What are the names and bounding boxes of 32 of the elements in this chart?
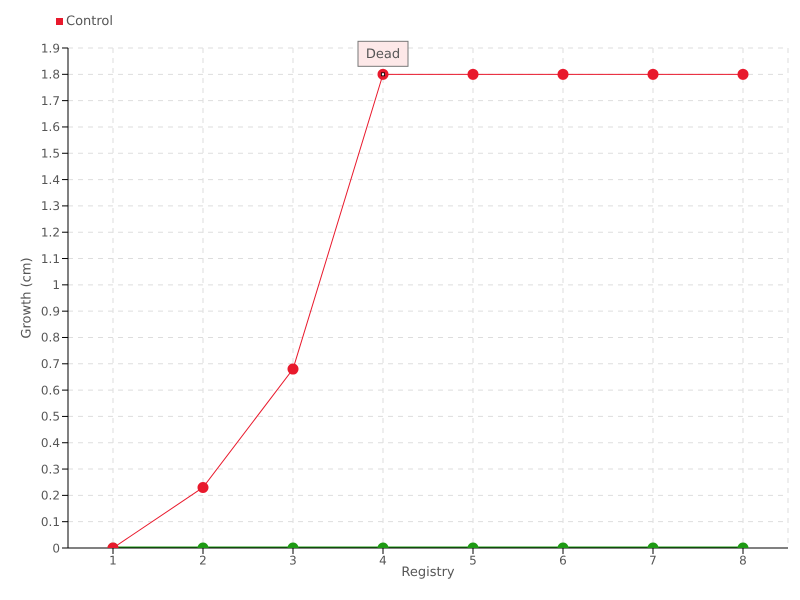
y-tick-label: 0.8 <box>40 330 60 345</box>
y-tick-label: 1.6 <box>40 120 60 134</box>
y-tick-label: 0.3 <box>40 462 60 476</box>
annotation: Dead <box>366 46 400 62</box>
y-tick-label: 0.1 <box>40 514 60 529</box>
x-tick-label: 3 <box>289 554 297 568</box>
x-tick-label: 2 <box>199 554 207 568</box>
x-tick-label: 1 <box>109 554 117 568</box>
y-tick-label: 1.2 <box>40 225 60 240</box>
y-tick-label: 0.9 <box>40 304 60 318</box>
y-tick-label: 0.6 <box>40 383 60 398</box>
y-tick-label: 1.8 <box>40 68 60 82</box>
y-axis-title: Growth (cm) <box>20 257 35 339</box>
y-tick-label: 0.2 <box>40 488 60 503</box>
y-tick-label: 1 <box>52 278 60 292</box>
x-tick-label: 4 <box>379 554 387 568</box>
x-axis-title: Registry <box>401 565 455 580</box>
x-tick-label: 8 <box>739 554 747 568</box>
y-tick-label: 1.1 <box>40 252 60 266</box>
y-tick-label: 1.7 <box>40 94 60 108</box>
y-tick-label: 1.3 <box>40 199 60 214</box>
y-tick-label: 0.4 <box>40 436 60 450</box>
y-tick-label: 0 <box>52 541 60 556</box>
y-tick-label: 0.7 <box>40 357 60 372</box>
legend-label: Control <box>65 14 113 29</box>
y-tick-label: 0.5 <box>40 410 60 424</box>
x-tick-label: 5 <box>469 554 477 568</box>
x-tick-label: 6 <box>559 554 567 568</box>
y-tick-label: 1.9 <box>40 41 60 56</box>
x-tick-label: 7 <box>649 554 657 568</box>
y-tick-label: 1.4 <box>40 172 60 187</box>
y-tick-label: 1.5 <box>40 146 60 161</box>
